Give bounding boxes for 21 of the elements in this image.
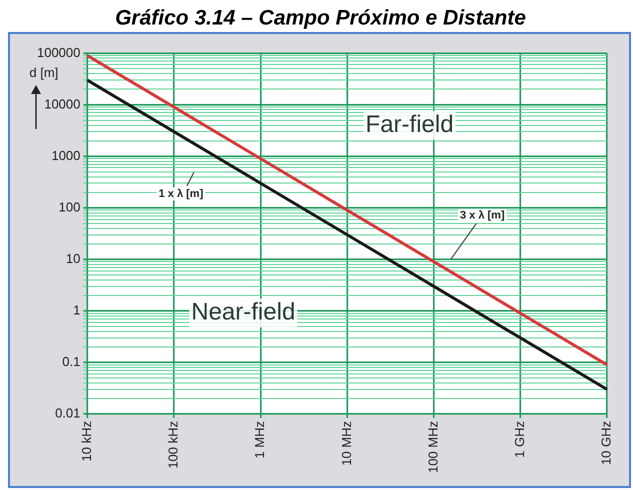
y-tick-label: 1 <box>73 302 80 318</box>
annotation: 1 x λ [m] <box>158 188 204 200</box>
chart-title: Gráfico 3.14 – Campo Próximo e Distante <box>115 6 526 30</box>
y-tick-label: 0.01 <box>55 406 80 421</box>
y-tick-label: 10 <box>66 250 80 266</box>
x-tick-label: 100 MHz <box>425 420 440 474</box>
x-tick-label: 1 MHz <box>252 420 268 459</box>
x-tick-label: 1 GHz <box>512 420 527 458</box>
x-tick-label: 10 GHz <box>598 420 614 466</box>
y-axis-title: d [m] <box>29 64 58 80</box>
y-tick-label: 1000 <box>51 148 80 163</box>
x-tick-label: 10 MHz <box>338 420 354 466</box>
y-tick-label: 10000 <box>44 96 80 112</box>
x-tick-label: 10 kHz <box>78 420 94 462</box>
y-tick-label: 100 <box>58 199 80 214</box>
x-tick-label: 100 kHz <box>166 420 181 469</box>
annotation: Far-field <box>366 110 454 138</box>
annotation: 3 x λ [m] <box>460 210 505 222</box>
y-tick-label: 0.1 <box>62 354 80 370</box>
y-tick-label: 100000 <box>36 44 80 60</box>
annotation: Near-field <box>191 298 296 326</box>
